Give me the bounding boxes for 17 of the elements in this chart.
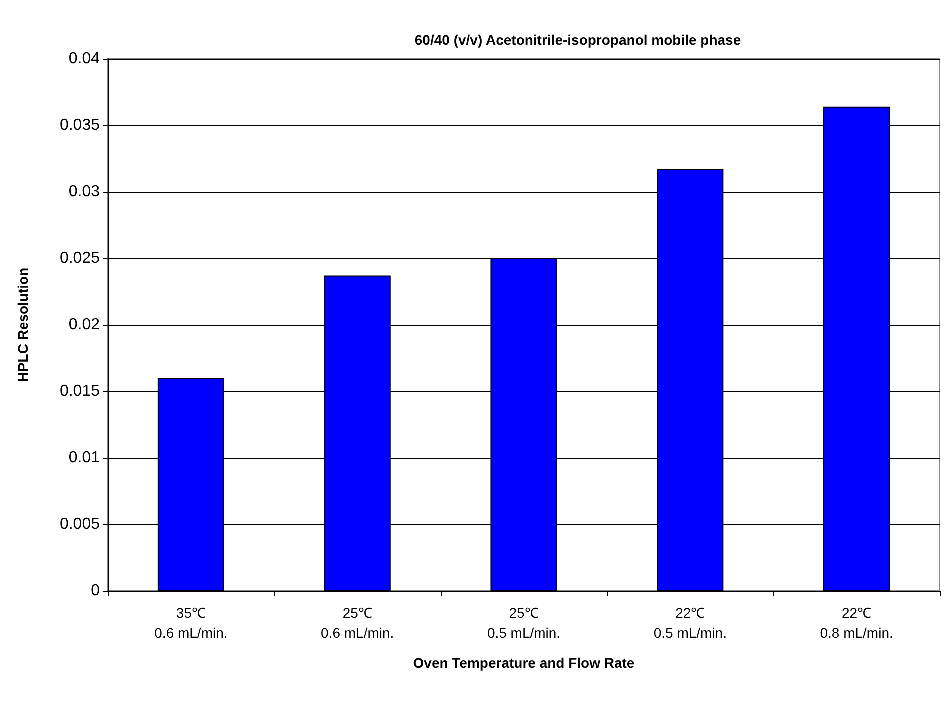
y-tick-label: 0.04	[68, 50, 100, 68]
chart-title: 60/40 (v/v) Acetonitrile-isopropanol mobile phase	[414, 32, 742, 48]
x-tick-label: 35℃ 0.6 mL/min.	[154, 605, 228, 641]
x-tick-label: 25℃ 0.6 mL/min.	[321, 605, 394, 641]
x-axis-title: Oven Temperature and Flow Rate	[413, 655, 635, 671]
y-tick-label: 0.035	[60, 117, 100, 134]
y-tick-label: 0.015	[60, 383, 100, 400]
y-tick-label: 0.01	[68, 450, 100, 466]
y-tick-label: 0	[91, 582, 100, 600]
y-axis-title: HPLC Resolution	[15, 268, 31, 382]
y-tick-label: 0.025	[60, 250, 100, 267]
y-tick-label: 0.03	[68, 184, 100, 200]
x-tick-label: 22℃ 0.5 mL/min.	[654, 605, 727, 641]
y-tick-label: 0.02	[68, 316, 100, 334]
x-tick-label: 22℃ 0.8 mL/min.	[820, 605, 894, 641]
y-tick-label: 0.005	[60, 516, 100, 533]
x-tick-label: 25℃ 0.5 mL/min.	[487, 605, 561, 641]
